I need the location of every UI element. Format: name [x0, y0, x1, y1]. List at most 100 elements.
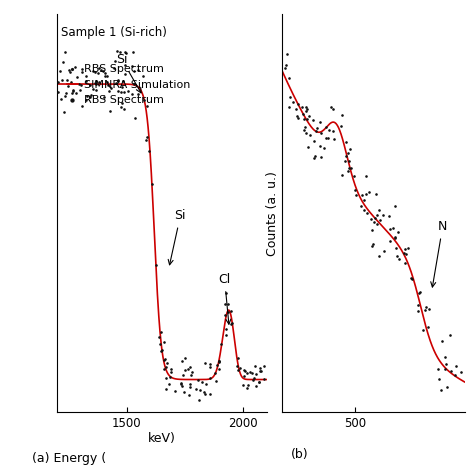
Point	[447, 367, 455, 375]
RBS Spectrum	[194, 376, 201, 384]
RBS Spectrum	[100, 67, 107, 74]
Point	[357, 202, 365, 210]
Point	[351, 186, 358, 193]
RBS Spectrum	[141, 96, 148, 103]
RBS Spectrum	[177, 381, 185, 388]
RBS Spectrum	[124, 87, 131, 95]
RBS Spectrum	[160, 365, 168, 373]
Point	[374, 220, 381, 228]
RBS Spectrum	[234, 362, 241, 369]
Point	[375, 253, 383, 260]
RBS Spectrum	[76, 86, 84, 94]
Point	[434, 365, 441, 373]
RBS Spectrum	[130, 67, 137, 75]
RBS Spectrum	[211, 370, 219, 377]
SIMNRA Simulation	[54, 81, 60, 87]
Point	[304, 143, 311, 151]
RBS Spectrum	[260, 362, 267, 370]
RBS Spectrum	[187, 371, 194, 379]
Point	[338, 172, 346, 179]
RBS Spectrum	[134, 66, 142, 73]
RBS Spectrum	[179, 372, 187, 379]
RBS Spectrum	[55, 88, 62, 96]
RBS Spectrum	[249, 376, 257, 383]
RBS Spectrum	[73, 73, 81, 81]
Point	[442, 360, 449, 368]
RBS Spectrum	[260, 375, 268, 383]
RBS Spectrum	[67, 78, 74, 85]
Point	[299, 110, 307, 118]
RBS Spectrum	[56, 67, 64, 75]
RBS Spectrum	[101, 70, 109, 77]
Point	[395, 255, 403, 263]
RBS Spectrum	[160, 356, 167, 363]
RBS Spectrum	[144, 133, 151, 140]
RBS Spectrum	[253, 370, 260, 378]
SIMNRA Simulation	[77, 81, 82, 87]
Point	[309, 117, 317, 124]
Point	[392, 245, 400, 252]
RBS Spectrum	[255, 378, 263, 385]
RBS Spectrum	[120, 88, 128, 95]
RBS Spectrum	[215, 357, 223, 365]
Point	[312, 127, 319, 135]
Point	[363, 191, 370, 198]
RBS Spectrum	[66, 68, 74, 76]
Point	[400, 250, 408, 257]
Point	[401, 259, 409, 267]
RBS Spectrum	[120, 105, 128, 113]
RBS Spectrum	[79, 65, 86, 73]
Point	[375, 207, 383, 214]
RBS Spectrum	[112, 79, 119, 87]
Point	[281, 64, 289, 71]
Point	[452, 362, 460, 370]
RBS Spectrum	[82, 96, 90, 103]
RBS Spectrum	[228, 319, 236, 327]
RBS Spectrum	[117, 89, 125, 96]
RBS Spectrum	[106, 107, 113, 114]
RBS Spectrum	[128, 90, 136, 98]
RBS Spectrum	[223, 331, 230, 339]
Point	[361, 197, 368, 204]
SIMNRA Simulation	[212, 372, 218, 377]
RBS Spectrum	[111, 57, 119, 65]
RBS Spectrum	[60, 109, 68, 116]
RBS Spectrum	[192, 385, 200, 393]
RBS Spectrum	[118, 83, 126, 91]
SIMNRA Simulation	[235, 361, 241, 366]
Point	[376, 217, 384, 224]
Point	[344, 149, 351, 156]
RBS Spectrum	[83, 92, 91, 100]
Point	[298, 103, 306, 111]
Point	[416, 288, 424, 296]
Point	[425, 305, 433, 313]
Point	[438, 387, 445, 394]
Point	[302, 107, 310, 115]
RBS Spectrum	[63, 90, 70, 97]
Point	[350, 172, 357, 180]
RBS Spectrum	[181, 389, 188, 396]
RBS Spectrum	[121, 70, 128, 78]
RBS Spectrum	[100, 93, 108, 100]
SIMNRA Simulation	[264, 377, 269, 383]
Point	[305, 112, 313, 119]
RBS Spectrum	[168, 365, 175, 373]
RBS Spectrum	[69, 86, 76, 94]
Point	[386, 226, 393, 233]
Point	[295, 114, 302, 121]
Point	[282, 61, 290, 69]
RBS Spectrum	[76, 80, 83, 88]
Text: (b): (b)	[292, 448, 309, 461]
RBS Spectrum	[195, 396, 203, 404]
Point	[392, 234, 399, 241]
RBS Spectrum	[186, 363, 193, 370]
Point	[323, 123, 330, 130]
RBS Spectrum	[72, 63, 79, 71]
RBS Spectrum	[121, 61, 129, 69]
Text: Si: Si	[168, 210, 186, 265]
RBS Spectrum	[121, 48, 129, 55]
RBS Spectrum	[186, 381, 193, 388]
Point	[436, 375, 443, 383]
RBS Spectrum	[98, 66, 105, 74]
Point	[422, 303, 430, 310]
